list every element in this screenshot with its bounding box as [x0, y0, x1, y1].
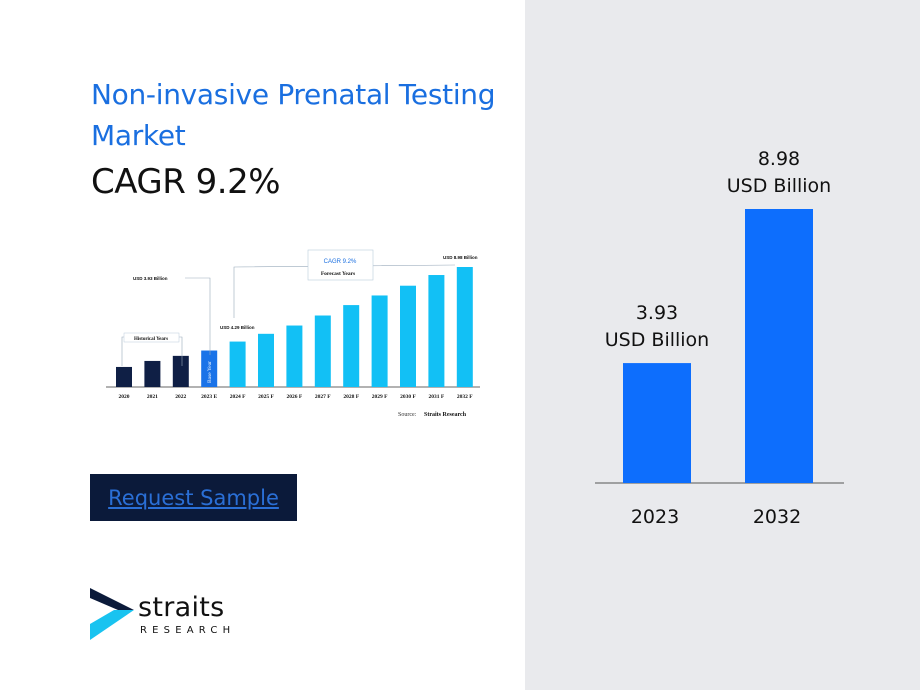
bar-2020	[116, 366, 132, 387]
source-label: Source:	[398, 412, 417, 418]
x-tick-label: 2032 F	[457, 394, 473, 400]
bar-2029 F	[371, 295, 388, 387]
x-tick-label: 2032	[753, 506, 801, 528]
connector-start	[185, 277, 211, 355]
bar-2031 F	[428, 275, 445, 387]
x-tick-label: 2020	[119, 394, 130, 400]
page-title: Non-invasive Prenatal Testing Market	[91, 78, 496, 152]
request-sample-link[interactable]: Request Sample	[108, 485, 279, 510]
cagr-box	[307, 249, 374, 281]
x-tick-label: 2030 F	[400, 394, 416, 400]
bar-2021	[144, 360, 161, 387]
data-label-unit: USD Billion	[727, 175, 831, 197]
logo-wordmark: straits	[138, 592, 225, 623]
annotation-start: USD 3.93 Billion	[133, 276, 168, 281]
request-sample-button[interactable]: Request Sample	[90, 474, 297, 521]
bar-2032	[745, 209, 813, 483]
x-tick-label: 2021	[147, 394, 158, 400]
bar-2027 F	[314, 315, 331, 387]
x-tick-label: 2023 E	[201, 394, 217, 400]
bar-2023	[623, 363, 691, 483]
straits-logo: straits RESEARCH	[90, 588, 230, 644]
main-bar-chart: 3.93 USD Billion 2023 8.98 USD Billion 2032	[595, 148, 844, 528]
bar-2032 F	[456, 267, 473, 387]
annotation-end: USD 8.98 Billion	[443, 255, 478, 260]
cagr-heading: CAGR 9.2%	[91, 162, 281, 202]
annotation-forecast: Forecast Years	[321, 271, 355, 277]
bar-2026 F	[286, 325, 303, 387]
data-label-unit: USD Billion	[605, 329, 709, 351]
annotation-first-forecast: USD 4.29 Billion	[220, 325, 255, 330]
bar-2023 E	[201, 350, 218, 387]
logo-mark-icon	[90, 588, 134, 640]
x-tick-label: 2024 F	[230, 394, 246, 400]
source-text: Straits Research	[424, 412, 467, 418]
bar-2025 F	[258, 333, 274, 387]
historical-box	[123, 332, 180, 343]
x-tick-label: 2031 F	[429, 394, 445, 400]
logo-subtitle: RESEARCH	[140, 625, 236, 636]
bar-2028 F	[343, 305, 360, 387]
x-tick-label: 2026 F	[287, 394, 303, 400]
x-tick-label: 2023	[631, 506, 679, 528]
bar-2030 F	[400, 285, 416, 387]
base-year-label: Base Year	[207, 361, 213, 383]
annotation-historical: Historical Years	[134, 337, 168, 342]
annotation-cagr: CAGR 9.2%	[324, 259, 357, 265]
connector-forecast	[233, 264, 456, 318]
right-panel	[525, 0, 920, 690]
data-label-value: 3.93	[636, 302, 678, 324]
x-tick-label: 2029 F	[372, 394, 388, 400]
bar-2024 F	[229, 341, 246, 387]
x-tick-label: 2025 F	[258, 394, 274, 400]
x-tick-label: 2022	[175, 394, 186, 400]
data-label-value: 8.98	[758, 148, 800, 170]
x-tick-label: 2028 F	[343, 394, 359, 400]
mini-forecast-chart: 2020 2021 2022 2023 E 2024 F 2025 F 2026 F 2027…	[106, 249, 480, 418]
x-tick-label: 2027 F	[315, 394, 331, 400]
bar-2022	[172, 355, 189, 387]
